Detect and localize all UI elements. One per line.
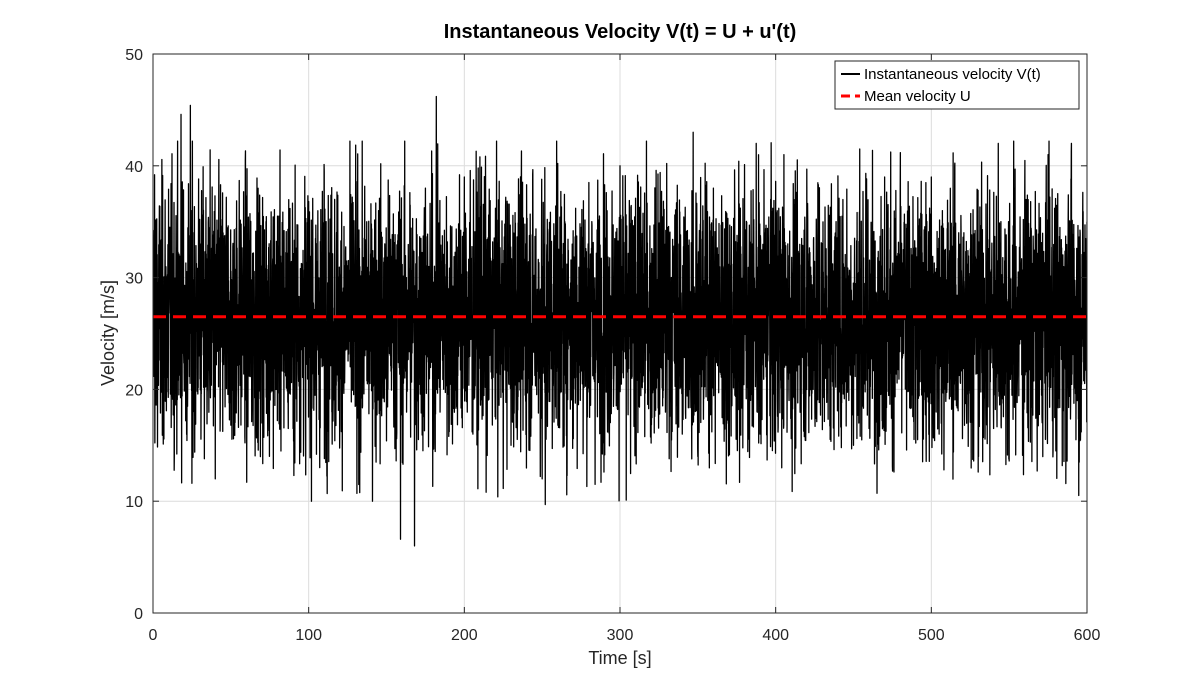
chart-title: Instantaneous Velocity V(t) = U + u'(t) <box>444 21 797 43</box>
legend-label-mean: Mean velocity U <box>864 88 971 105</box>
y-tick-label: 10 <box>125 494 143 511</box>
series-instantaneous-velocity <box>153 95 1087 547</box>
series-group <box>153 95 1087 547</box>
y-tick-label: 30 <box>125 271 143 288</box>
y-tick-label: 0 <box>134 606 143 623</box>
x-tick-label: 500 <box>918 627 945 644</box>
plot-area: 0 100 200 300 400 500 600 0 10 20 30 40 50 <box>125 47 1100 644</box>
x-tick-label: 200 <box>451 627 478 644</box>
x-axis-label: Time [s] <box>588 648 651 668</box>
legend-label-velocity: Instantaneous velocity V(t) <box>864 66 1041 83</box>
x-tick-label: 300 <box>607 627 634 644</box>
x-tick-label: 100 <box>295 627 322 644</box>
x-tick-label: 400 <box>762 627 789 644</box>
y-tick-label: 20 <box>125 382 143 399</box>
axis-ticks: 0 100 200 300 400 500 600 0 10 20 30 40 50 <box>125 47 1100 644</box>
y-axis-label: Velocity [m/s] <box>98 280 118 386</box>
x-tick-label: 0 <box>149 627 158 644</box>
y-tick-label: 40 <box>125 159 143 176</box>
x-tick-label: 600 <box>1074 627 1101 644</box>
y-tick-label: 50 <box>125 47 143 64</box>
legend: Instantaneous velocity V(t) Mean velocit… <box>834 60 1080 110</box>
legend-box <box>834 60 1080 110</box>
